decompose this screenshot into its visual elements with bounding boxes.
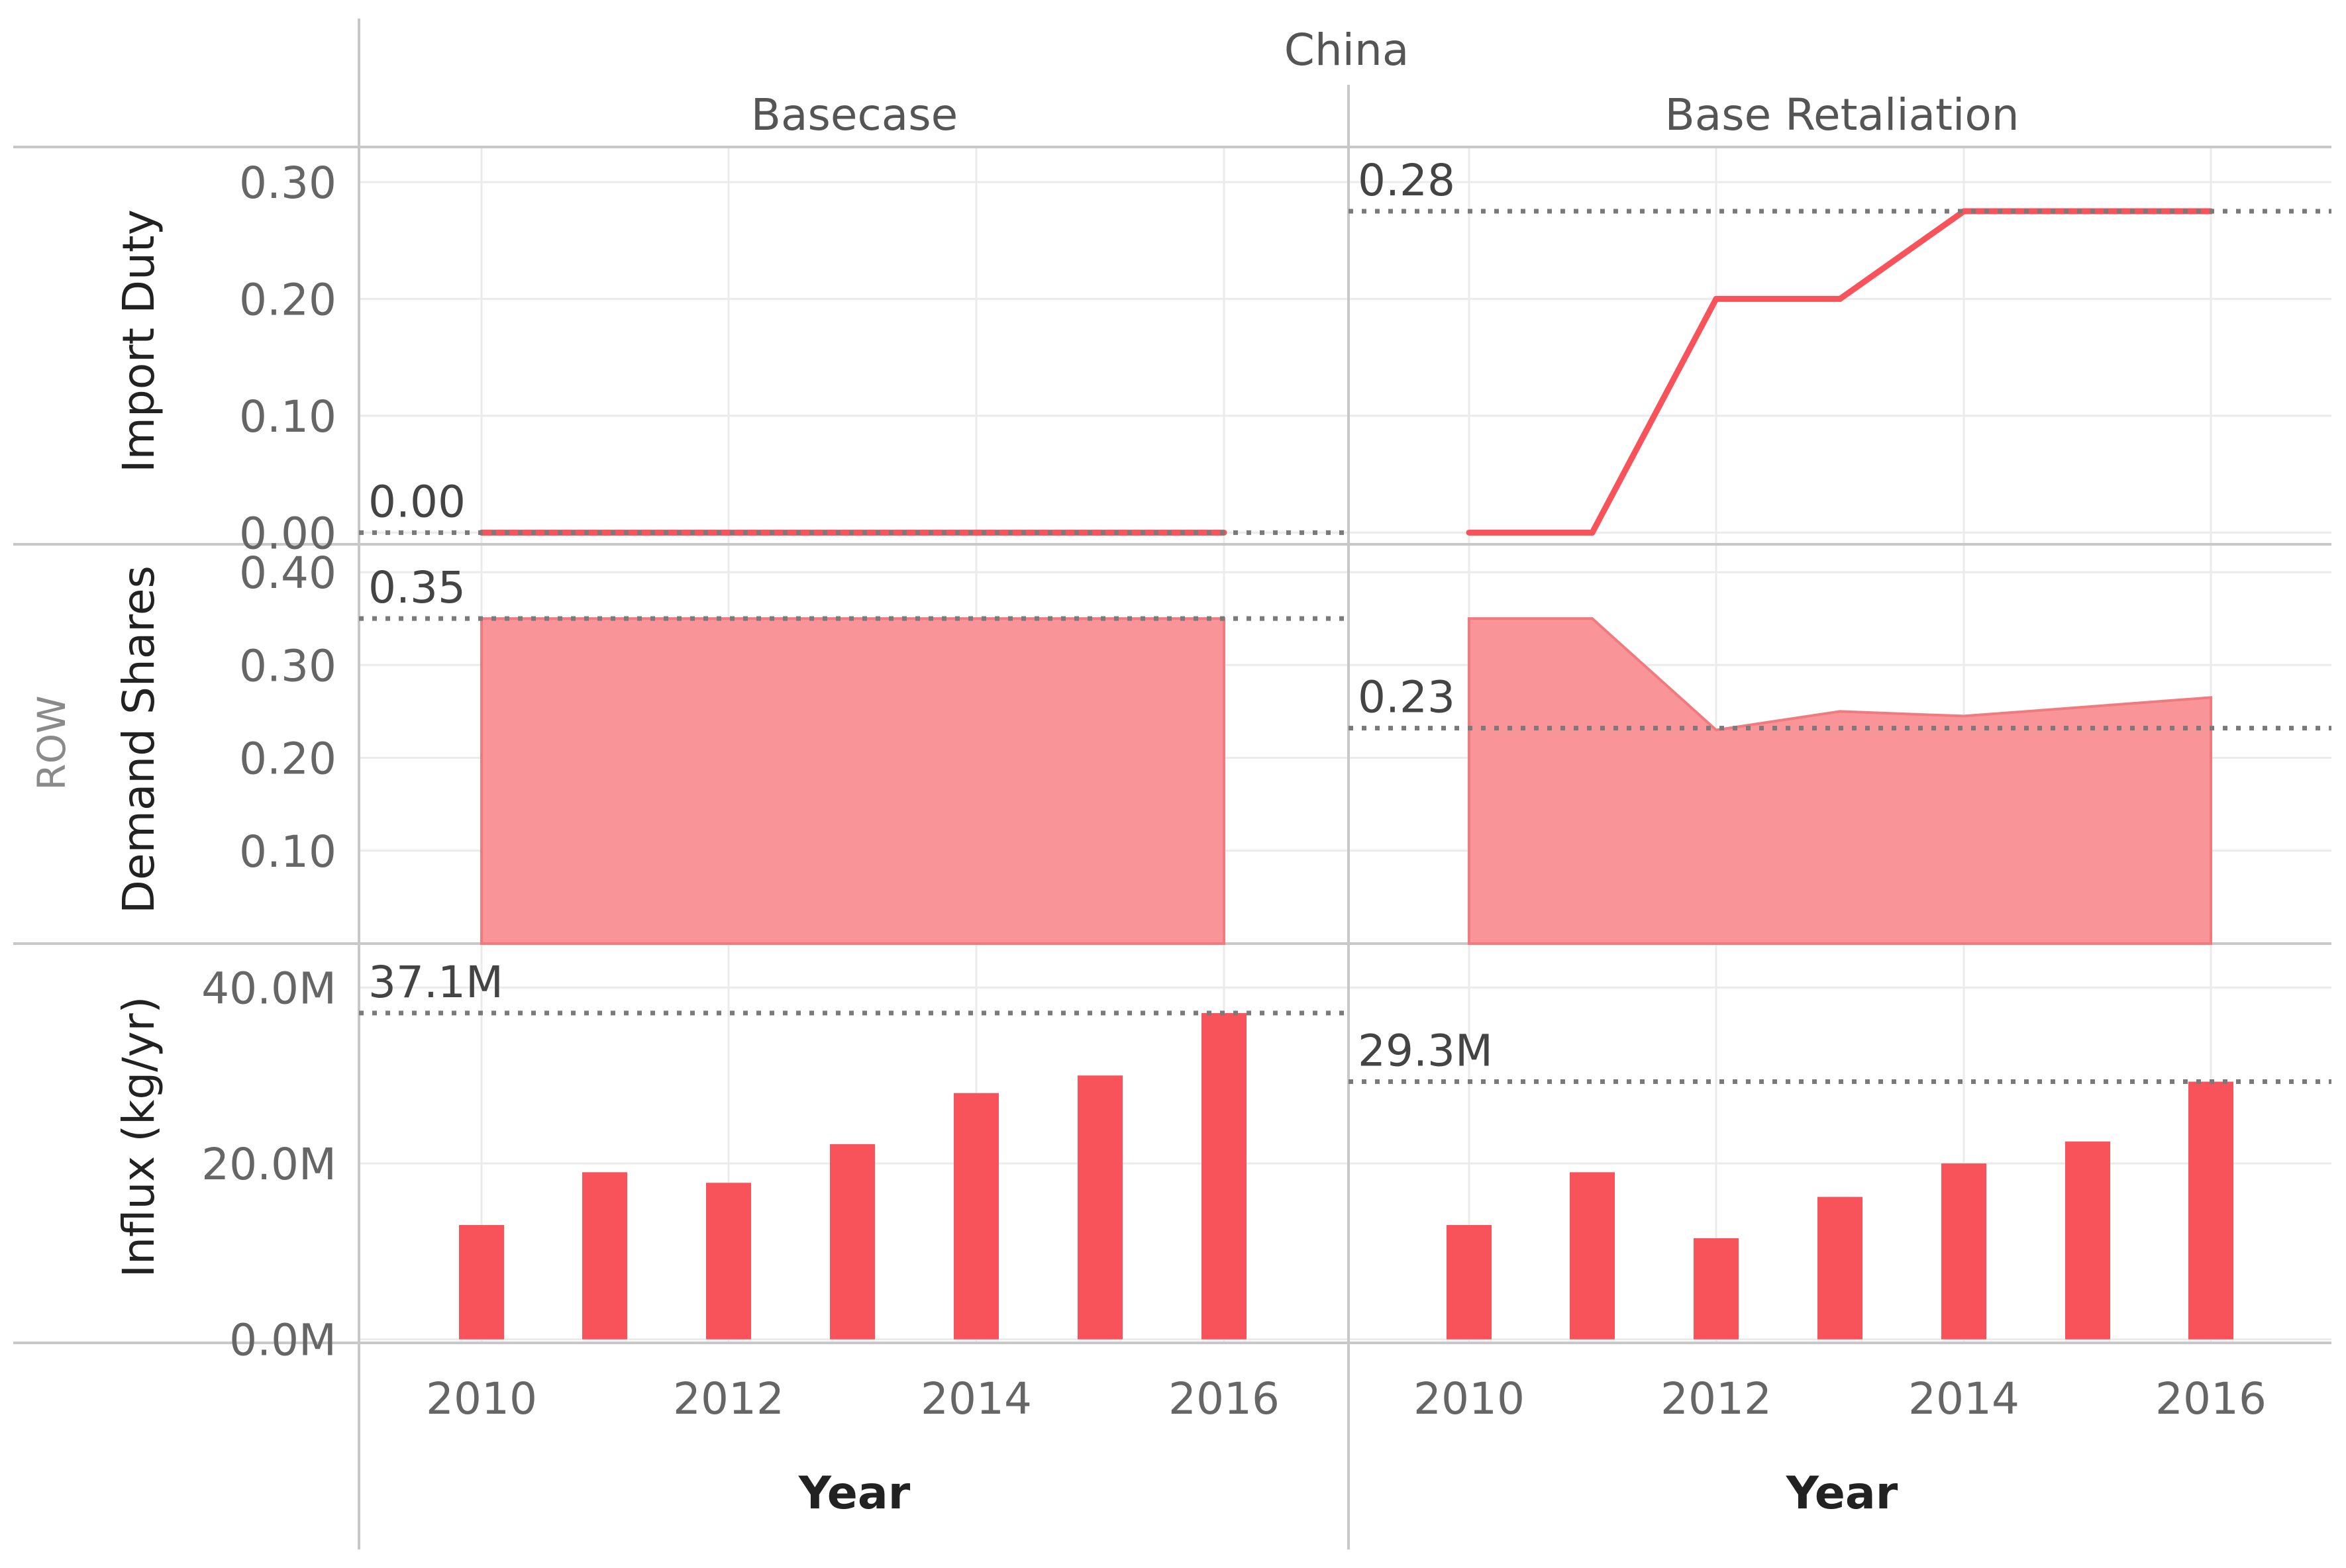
reference-label: 37.1M [368, 957, 503, 1008]
x-tick-label: 2012 [673, 1373, 784, 1424]
bar-2016 [1201, 1012, 1247, 1340]
series-area [480, 617, 1225, 945]
reference-label: 0.00 [368, 476, 466, 527]
y-tick-label: 0.40 [239, 548, 336, 599]
y-tick-label: 0.30 [239, 640, 336, 691]
column-header-basecase: Basecase [751, 89, 958, 140]
x-axis-title-basecase: Year [798, 1467, 911, 1520]
column-group-header: China [1284, 24, 1409, 75]
line-point [1589, 529, 1596, 536]
y-tick-label: 20.0M [201, 1139, 336, 1190]
x-tick-label: 2012 [1660, 1373, 1772, 1424]
line-point [1837, 295, 1843, 302]
bar-2013 [830, 1144, 875, 1340]
bar-2013 [1817, 1197, 1862, 1340]
line-point [1466, 529, 1472, 536]
reference-line-layer [359, 209, 2331, 1085]
y-tick-label: 0.20 [239, 274, 336, 325]
bar-2012 [1694, 1238, 1739, 1340]
series-line [1469, 208, 2211, 536]
y-tick-label: 0.30 [239, 158, 336, 209]
bar-2010 [1447, 1225, 1492, 1340]
x-tick-label: 2014 [1908, 1373, 2019, 1424]
y-tick-label: 0.10 [239, 826, 336, 877]
reference-label: 29.3M [1358, 1026, 1493, 1077]
y-tick-label: 0.00 [239, 508, 336, 559]
line-point [2084, 208, 2091, 215]
x-axis-title-base-retaliation: Year [1786, 1467, 1898, 1520]
y-tick-label: 0.0M [229, 1315, 336, 1366]
bar-2015 [2065, 1141, 2110, 1340]
row-label-import-duty: Import Duty [113, 209, 164, 473]
x-tick-label: 2010 [426, 1373, 537, 1424]
reference-label: 0.28 [1358, 155, 1455, 206]
row-group-label: ROW [29, 695, 74, 790]
row-label-influx: Influx (kg/yr) [113, 997, 164, 1278]
column-header-base-retaliation: Base Retaliation [1664, 89, 2019, 140]
line-point [1713, 295, 1719, 302]
bar-2012 [706, 1183, 751, 1340]
x-tick-label: 2016 [2155, 1373, 2267, 1424]
reference-label-layer: 0.00 0.28 0.35 0.23 37.1M 29.3M [368, 155, 1493, 1076]
marks-layer [459, 208, 2233, 1340]
bar-2011 [1570, 1172, 1615, 1340]
bar-2014 [954, 1093, 999, 1340]
x-tick-label: 2014 [921, 1373, 1032, 1424]
row-label-demand-shares: Demand Shares [113, 565, 164, 914]
y-tick-layer: 0.00 0.10 0.20 0.30 0.10 0.20 0.30 0.40 0.0M 20.0… [201, 158, 336, 1366]
x-tick-label: 2016 [1168, 1373, 1280, 1424]
y-tick-label: 40.0M [201, 963, 336, 1014]
x-tick-layer: 2010 2012 2014 2016 2010 2012 2014 2016 [426, 1373, 2267, 1424]
bar-2015 [1078, 1075, 1123, 1340]
line-point [973, 529, 980, 536]
bar-2011 [582, 1172, 627, 1340]
line-point [601, 529, 608, 536]
x-tick-label: 2010 [1413, 1373, 1525, 1424]
bar-2010 [459, 1225, 504, 1340]
y-tick-label: 0.20 [239, 734, 336, 785]
reference-label: 0.35 [368, 562, 466, 613]
bar-2016 [2188, 1081, 2233, 1340]
y-tick-label: 0.10 [239, 391, 336, 442]
series-area [1468, 617, 2212, 945]
bar-2014 [1941, 1163, 1986, 1340]
reference-label: 0.23 [1358, 672, 1455, 723]
